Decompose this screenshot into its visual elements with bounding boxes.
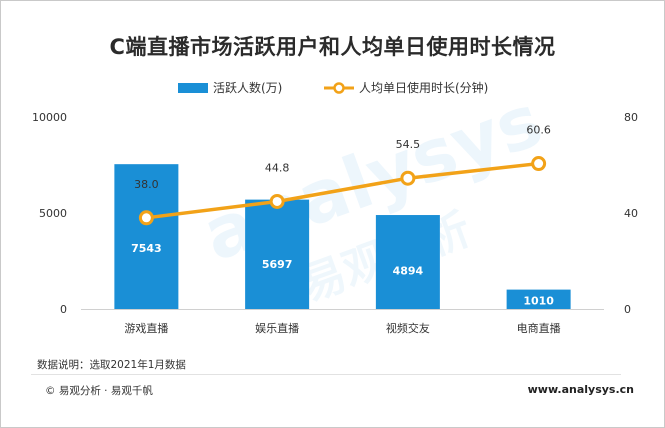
bar-value-label: 4894 bbox=[393, 265, 424, 278]
website-link[interactable]: www.analysys.cn bbox=[527, 383, 634, 396]
line-value-label: 54.5 bbox=[396, 138, 421, 151]
y-left-tick-label: 5000 bbox=[39, 207, 67, 220]
footer-divider bbox=[31, 374, 621, 375]
x-tick-label: 电商直播 bbox=[517, 321, 561, 335]
line-value-label: 60.6 bbox=[526, 124, 551, 137]
x-tick-label: 娱乐直播 bbox=[255, 321, 299, 335]
line-point-2 bbox=[269, 193, 285, 209]
x-tick-label: 游戏直播 bbox=[124, 321, 168, 335]
data-note: 数据说明：选取2021年1月数据 bbox=[37, 359, 186, 371]
bar-1 bbox=[114, 164, 179, 309]
bar-value-label: 5697 bbox=[262, 258, 293, 271]
line-point-1 bbox=[138, 210, 154, 226]
line-value-label: 38.0 bbox=[134, 178, 159, 191]
bar-3 bbox=[375, 215, 440, 309]
line-point-3 bbox=[400, 170, 416, 186]
bar-value-label: 1010 bbox=[523, 294, 554, 307]
line-series bbox=[146, 161, 539, 220]
legend-swatch-bar bbox=[178, 83, 208, 93]
y-right-tick-label: 40 bbox=[624, 207, 638, 220]
bar-2 bbox=[245, 199, 310, 309]
legend-label-line: 人均单日使用时长(分钟) bbox=[359, 80, 488, 95]
y-left-tick-label: 0 bbox=[60, 303, 67, 316]
source-credit: © 易观分析 · 易观千帆 bbox=[45, 385, 153, 397]
bar-value-label: 7543 bbox=[131, 242, 162, 255]
legend-label-bar: 活跃人数(万) bbox=[213, 80, 282, 95]
bar-4 bbox=[506, 289, 571, 309]
line-value-label: 44.8 bbox=[265, 161, 290, 174]
y-right-tick-label: 0 bbox=[624, 303, 631, 316]
legend-swatch-marker bbox=[333, 82, 345, 94]
x-tick-label: 视频交友 bbox=[386, 321, 430, 335]
y-left-tick-label: 10000 bbox=[32, 111, 67, 124]
chart-title: C端直播市场活跃用户和人均单日使用时长情况 bbox=[109, 35, 556, 59]
line-point-4 bbox=[531, 156, 547, 172]
y-right-tick-label: 80 bbox=[624, 111, 638, 124]
